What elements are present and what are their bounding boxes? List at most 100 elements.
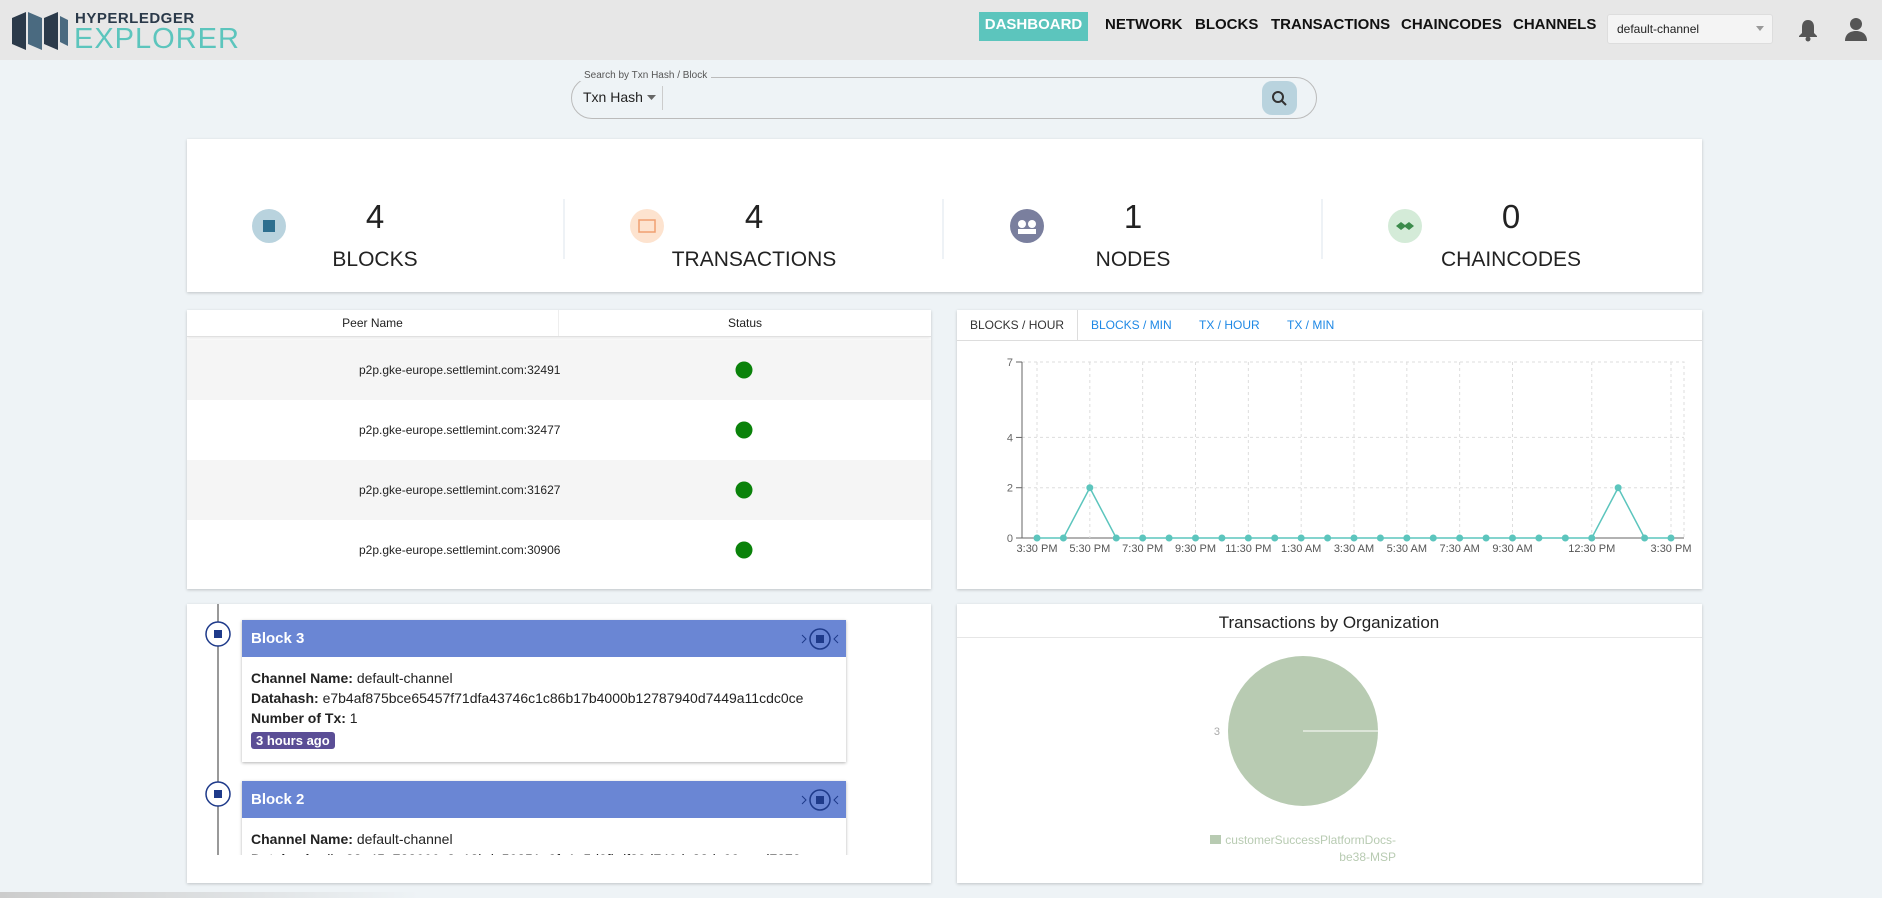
field-label: Datahash: bbox=[251, 690, 319, 706]
search-button[interactable] bbox=[1262, 81, 1297, 115]
nav-item[interactable]: CHAINCODES bbox=[1401, 16, 1502, 33]
x-tick-label: 9:30 PM bbox=[1175, 543, 1216, 555]
status-dots bbox=[735, 361, 753, 559]
field-label: Datahash: bbox=[251, 851, 319, 855]
data-point bbox=[1165, 534, 1173, 542]
type-caret bbox=[647, 95, 656, 100]
data-point bbox=[1059, 534, 1067, 542]
x-tick-label: 12:30 PM bbox=[1568, 543, 1615, 555]
peers-header: Peer Name Status bbox=[187, 310, 931, 337]
channel-select[interactable]: default-channel bbox=[1607, 14, 1773, 44]
block-title: Block 3 bbox=[251, 630, 305, 647]
block-card[interactable]: Block 2 Channel Name: default-channel Da… bbox=[242, 781, 846, 855]
block-line: 3 hours ago bbox=[242, 730, 846, 750]
timeline-line bbox=[217, 604, 219, 855]
field-label: Number of Tx: bbox=[251, 710, 346, 726]
legend-swatch bbox=[1210, 835, 1222, 844]
block-header-icon bbox=[801, 789, 839, 811]
x-tick-label: 7:30 PM bbox=[1122, 543, 1163, 555]
data-point bbox=[1350, 534, 1358, 542]
data-point bbox=[1429, 534, 1437, 542]
column-header: Status bbox=[727, 316, 763, 330]
stats-icons bbox=[252, 199, 1422, 259]
logo-bottom: EXPLORER bbox=[74, 23, 240, 55]
nav-item[interactable]: NETWORK bbox=[1105, 16, 1183, 33]
data-point bbox=[1641, 534, 1649, 542]
data-point bbox=[1218, 534, 1226, 542]
peer-name: p2p.gke-europe.settlemint.com:32491 bbox=[359, 363, 561, 377]
data-point bbox=[1588, 534, 1596, 542]
data-point bbox=[1112, 534, 1120, 542]
nav-item[interactable]: DASHBOARD bbox=[984, 16, 1083, 33]
stat-label: TRANSACTIONS bbox=[671, 248, 837, 271]
field-value: 1 bbox=[349, 710, 358, 726]
tab-divider bbox=[957, 340, 1702, 341]
data-point bbox=[1403, 534, 1411, 542]
search-divider bbox=[662, 86, 663, 110]
peer-row: p2p.gke-europe.settlemint.com:30906 bbox=[187, 520, 931, 580]
block-card[interactable]: Block 3 Channel Name: default-channel Da… bbox=[242, 620, 846, 762]
search-type[interactable]: Txn Hash bbox=[583, 89, 643, 105]
peers-card: Peer Name Status p2p.gke-europe.settlemi… bbox=[187, 310, 931, 589]
stats-card bbox=[187, 139, 1702, 292]
block-header: Block 2 bbox=[242, 781, 846, 818]
data-point bbox=[1667, 534, 1675, 542]
x-tick-label: 3:30 PM bbox=[1017, 543, 1058, 555]
nav-item[interactable]: TRANSACTIONS bbox=[1271, 16, 1391, 33]
x-tick-label: 3:30 PM bbox=[1651, 543, 1692, 555]
block-line: Datahash: e7b4af875bce65457f71dfa43746c1… bbox=[242, 688, 846, 708]
data-point bbox=[1509, 534, 1516, 542]
chart-card bbox=[957, 310, 1702, 589]
pie-chart: Transactions by Organization 3 bbox=[1214, 613, 1439, 806]
select-caret bbox=[1756, 26, 1764, 31]
block-title: Block 2 bbox=[251, 791, 305, 808]
peer-row: p2p.gke-europe.settlemint.com:32477 bbox=[187, 400, 931, 460]
peer-row: p2p.gke-europe.settlemint.com:31627 bbox=[187, 460, 931, 520]
column-header: Peer Name bbox=[187, 310, 559, 336]
stat-label: BLOCKS bbox=[332, 248, 418, 271]
data-point bbox=[1482, 534, 1490, 542]
nav-item[interactable]: BLOCKS bbox=[1195, 16, 1259, 33]
y-tick-label: 4 bbox=[1007, 432, 1013, 444]
header bbox=[0, 0, 1882, 60]
pie-legend: customerSuccessPlatformDocs-be38-MSP bbox=[1208, 832, 1396, 866]
field-label: Channel Name: bbox=[251, 670, 353, 686]
chart-tab[interactable]: TX / MIN bbox=[1287, 318, 1335, 332]
data-point bbox=[1033, 534, 1041, 542]
block-line: Number of Tx: 1 bbox=[242, 708, 846, 728]
field-value: default-channel bbox=[356, 831, 453, 847]
chart-tab[interactable]: BLOCKS / MIN bbox=[1091, 318, 1172, 332]
block-icon bbox=[205, 781, 231, 807]
chart-tab[interactable]: TX / HOUR bbox=[1199, 318, 1260, 332]
tab-active-box bbox=[957, 310, 1078, 340]
stat-value: 4 bbox=[365, 198, 385, 235]
search-legend: Search by Txn Hash / Block bbox=[580, 70, 712, 81]
stat-value: 4 bbox=[744, 198, 764, 235]
blocks-timeline bbox=[187, 604, 931, 855]
field-label: Channel Name: bbox=[251, 831, 353, 847]
block-header-icon bbox=[801, 628, 839, 650]
bell-icon[interactable] bbox=[1797, 18, 1819, 42]
scroll-shadow bbox=[0, 892, 420, 898]
field-value: e7b4af875bce65457f71dfa43746c1c86b17b400… bbox=[322, 690, 804, 706]
block-header: Block 3 bbox=[242, 620, 846, 657]
slice-label: 3 bbox=[1214, 726, 1220, 738]
y-tick-label: 0 bbox=[1007, 533, 1013, 545]
block-line: Channel Name: default-channel bbox=[242, 668, 846, 688]
data-point bbox=[1086, 484, 1094, 492]
user-icon[interactable] bbox=[1845, 17, 1867, 41]
stat-label: NODES bbox=[1095, 248, 1171, 271]
y-tick-label: 2 bbox=[1007, 483, 1013, 495]
legend-label: customerSuccessPlatformDocs-be38-MSP bbox=[1225, 833, 1396, 864]
x-tick-label: 3:30 AM bbox=[1334, 543, 1374, 555]
search-box[interactable] bbox=[571, 77, 1317, 119]
chart-tab[interactable]: BLOCKS / HOUR bbox=[970, 318, 1065, 332]
peer-name: p2p.gke-europe.settlemint.com:30906 bbox=[359, 543, 561, 557]
plot-frame bbox=[1021, 361, 1685, 539]
data-point bbox=[1244, 534, 1252, 542]
data-point bbox=[1535, 534, 1543, 542]
data-point bbox=[1324, 534, 1332, 542]
nav-item[interactable]: CHANNELS bbox=[1513, 16, 1597, 33]
